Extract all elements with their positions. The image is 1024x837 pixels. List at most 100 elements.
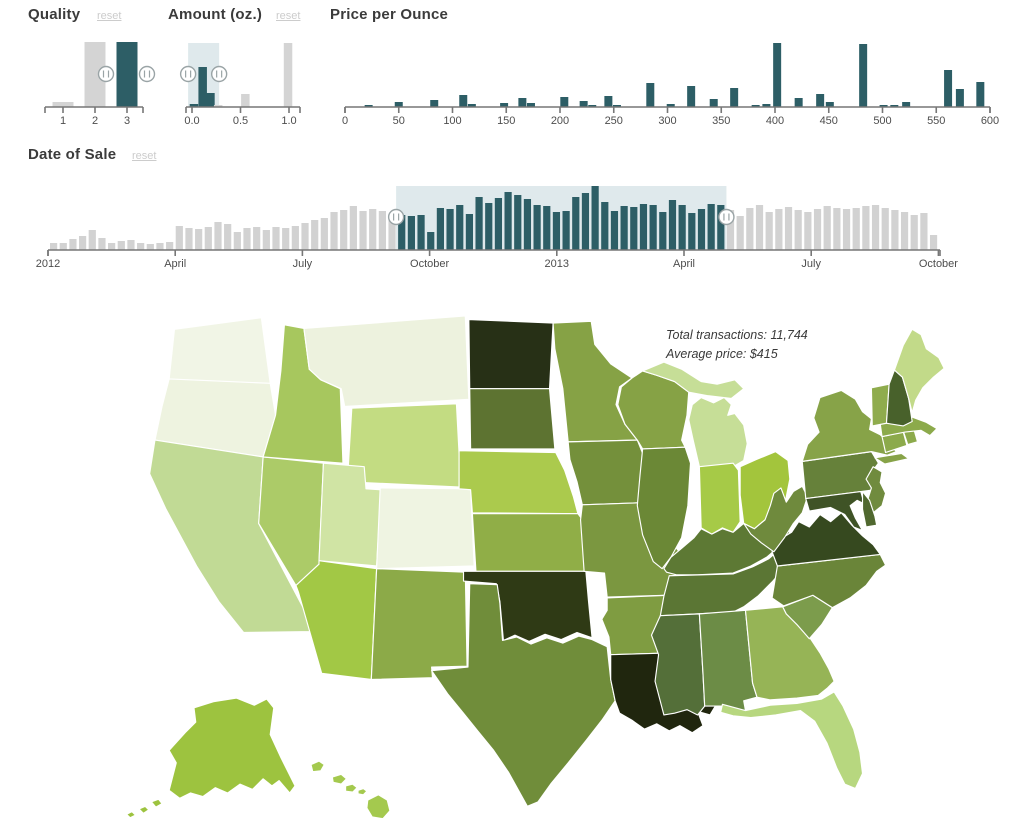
axis-tick-label: 300 [658, 115, 676, 127]
histogram-bar [494, 198, 503, 250]
state-nebraska[interactable]: Nebraska [458, 450, 579, 515]
amount-histogram[interactable]: 0.0 0.5 1.0 [170, 36, 310, 127]
histogram-bar [976, 82, 985, 107]
histogram-bar [108, 243, 116, 250]
histogram-bar [620, 206, 628, 250]
axis-tick-label: July [293, 258, 313, 270]
histogram-bar [944, 70, 953, 107]
state-new-jersey[interactable]: New Jersey [865, 466, 887, 514]
date-brush-handle-east[interactable] [718, 208, 735, 226]
histogram-bar [282, 228, 290, 250]
state-maine[interactable]: Maine [893, 328, 945, 414]
state-michigan[interactable]: Michigan [642, 361, 748, 468]
histogram-bar [755, 205, 764, 250]
axis-tick-label: April [673, 258, 695, 270]
quality-reset-link[interactable]: reset [97, 10, 122, 22]
histogram-bar [726, 210, 735, 250]
histogram-bar [736, 216, 744, 250]
histogram-bar [233, 232, 241, 250]
amount-reset-link[interactable]: reset [276, 10, 301, 22]
histogram-bar [253, 227, 261, 250]
state-south-dakota[interactable]: South Dakota [469, 388, 556, 450]
histogram-bar [369, 209, 377, 250]
state-florida[interactable]: Florida [720, 691, 864, 790]
axis-tick-label: 350 [712, 115, 730, 127]
state-colorado[interactable]: Colorado [376, 487, 475, 570]
histogram-bar [436, 208, 444, 250]
total-transactions-label: Total transactions: 11,744 [666, 328, 808, 342]
histogram-bar [388, 217, 396, 250]
histogram-bar [794, 210, 802, 250]
histogram-bar [166, 242, 174, 250]
histogram-bar [746, 208, 754, 250]
date-of-sale-histogram[interactable]: 2012 April July October 2013 April July October [20, 178, 960, 272]
amount-brush-handle-west[interactable] [179, 65, 197, 83]
axis-tick-label: 1.0 [281, 115, 296, 127]
axis-tick-label: 150 [497, 115, 515, 127]
map-summary: Total transactions: 11,744 Average price… [666, 326, 808, 364]
amount-brush-handle-east[interactable] [210, 65, 228, 83]
histogram-bar [833, 208, 841, 250]
date-brush-region[interactable] [396, 186, 727, 250]
histogram-bar [88, 230, 96, 250]
histogram-bar [50, 243, 58, 250]
state-texas[interactable]: Texas [431, 583, 616, 807]
histogram-bar [349, 206, 357, 250]
histogram-bar [543, 206, 551, 250]
histogram-bar [668, 200, 677, 250]
date-reset-link[interactable]: reset [132, 150, 157, 162]
histogram-bar [79, 236, 87, 250]
state-indiana[interactable]: Indiana [698, 462, 741, 535]
state-new-mexico[interactable]: New Mexico [370, 568, 468, 681]
histogram-bar [765, 212, 773, 250]
state-hawaii[interactable]: Hawaii [310, 760, 391, 820]
histogram-bar [646, 83, 655, 107]
histogram-bar [364, 105, 373, 107]
histogram-bar [467, 104, 476, 107]
state-delaware[interactable]: Delaware [861, 490, 878, 528]
histogram-bar [417, 215, 425, 250]
state-arizona[interactable]: Arizona [295, 560, 378, 681]
price-per-ounce-histogram[interactable]: 0 50 100 150 200 250 300 350 400 450 500 550 600 [335, 36, 1000, 127]
histogram-bar [137, 243, 145, 250]
histogram-bar [272, 227, 280, 250]
axis-tick-label: October [410, 258, 449, 270]
histogram-bar [751, 105, 760, 107]
quality-histogram[interactable]: 1 2 3 [28, 36, 160, 127]
histogram-bar [902, 102, 911, 107]
state-north-carolina[interactable]: North Carolina [771, 553, 887, 609]
histogram-bar [920, 213, 928, 250]
histogram-bar [823, 206, 831, 250]
state-montana[interactable]: Montana [303, 315, 470, 407]
histogram-bar [117, 241, 125, 250]
histogram-bar [604, 96, 613, 107]
axis-tick-label: 0 [342, 115, 348, 127]
histogram-bar [813, 209, 822, 250]
state-minnesota[interactable]: Minnesota [552, 320, 638, 443]
state-virginia[interactable]: Virginia [771, 512, 881, 567]
state-kansas[interactable]: Kansas [471, 513, 587, 572]
date-brush-handle-west[interactable] [387, 208, 405, 226]
histogram-bar [156, 243, 164, 250]
histogram-bar [446, 209, 454, 250]
histogram-bar [659, 212, 667, 250]
histogram-bar [859, 44, 868, 107]
histogram-bar [301, 223, 309, 250]
histogram-bar [572, 197, 580, 250]
amount-chart-title: Amount (oz.) [168, 6, 263, 23]
histogram-bar [430, 100, 439, 107]
quality-brush-handle-east[interactable] [138, 65, 156, 83]
state-alaska[interactable]: Alaska [126, 697, 296, 819]
axis-tick-label: 500 [873, 115, 891, 127]
histogram-bar [871, 205, 880, 250]
state-illinois[interactable]: Illinois [636, 446, 692, 570]
histogram-bar [910, 215, 918, 250]
axis-tick-label: 200 [551, 115, 569, 127]
state-west-virginia[interactable]: West Virginia [743, 485, 809, 553]
histogram-bar [518, 98, 527, 107]
quality-brush-handle-west[interactable] [97, 65, 115, 83]
state-north-dakota[interactable]: North Dakota [468, 318, 554, 390]
state-mississippi[interactable]: Mississippi [650, 613, 706, 716]
us-choropleth-map: AlaskaHawaiiWashingtonOregonCaliforniaNe… [126, 315, 945, 820]
